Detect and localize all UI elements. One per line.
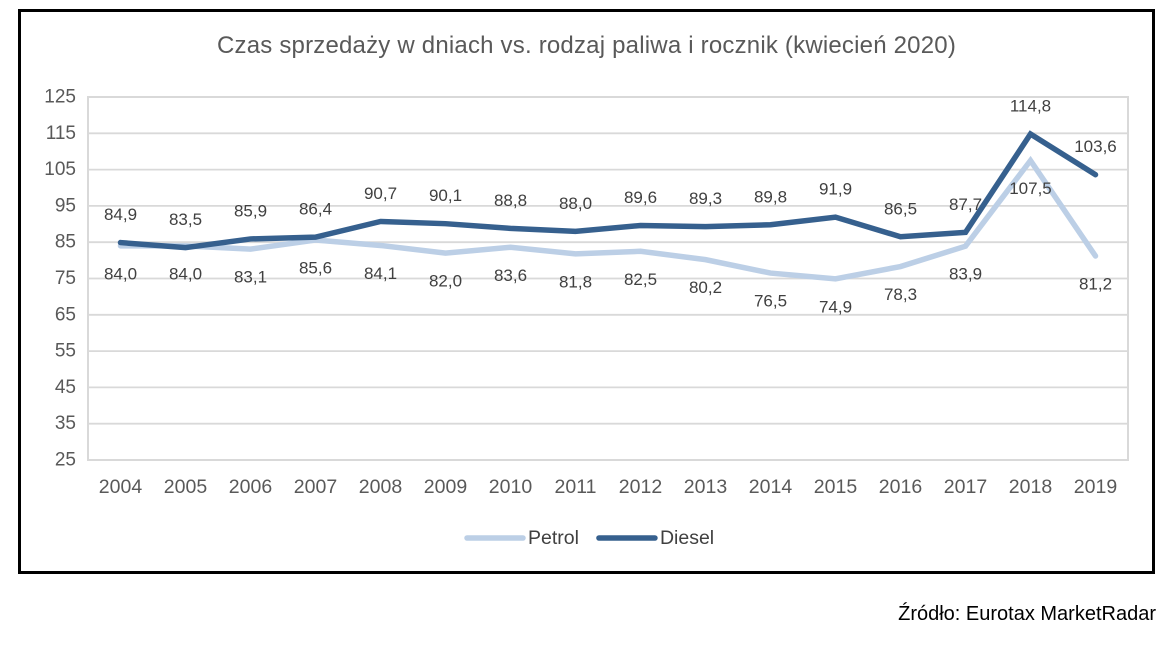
x-tick-label: 2012 [619, 476, 662, 498]
x-tick-label: 2006 [229, 476, 272, 498]
chart-title: Czas sprzedaży w dniach vs. rodzaj paliw… [216, 32, 957, 59]
x-tick-label: 2005 [164, 476, 208, 498]
data-label-diesel-2007: 86,4 [299, 200, 332, 219]
data-label-petrol-2013: 80,2 [689, 278, 722, 297]
data-label-petrol-2004: 84,0 [104, 264, 137, 283]
y-tick-label: 95 [55, 195, 76, 216]
x-tick-label: 2004 [99, 476, 143, 498]
data-label-petrol-2006: 83,1 [234, 268, 267, 287]
data-label-petrol-2016: 78,3 [884, 285, 917, 304]
x-tick-label: 2009 [424, 476, 467, 498]
data-label-diesel-2005: 83,5 [169, 210, 202, 229]
x-tick-label: 2016 [879, 476, 922, 498]
y-tick-label: 35 [55, 413, 76, 434]
series-line-petrol [117, 155, 1099, 282]
data-label-diesel-2004: 84,9 [104, 205, 137, 224]
data-label-petrol-2014: 76,5 [754, 292, 787, 311]
data-label-diesel-2017: 87,7 [949, 195, 982, 214]
data-label-diesel-2015: 91,9 [819, 180, 852, 199]
data-label-petrol-2007: 85,6 [299, 259, 332, 278]
data-label-petrol-2018: 107,5 [1009, 179, 1052, 198]
source-caption: Źródło: Eurotax MarketRadar [898, 603, 1156, 625]
x-tick-label: 2010 [489, 476, 533, 498]
data-label-diesel-2008: 90,7 [364, 184, 397, 203]
data-label-diesel-2018: 114,8 [1010, 97, 1051, 116]
y-tick-label: 75 [55, 268, 76, 289]
x-tick-label: 2019 [1074, 476, 1117, 498]
data-label-diesel-2019: 103,6 [1074, 137, 1117, 156]
y-tick-label: 65 [55, 304, 76, 325]
data-label-diesel-2013: 89,3 [689, 189, 722, 208]
x-tick-label: 2008 [359, 476, 402, 498]
data-label-diesel-2010: 88,8 [494, 191, 527, 210]
x-tick-label: 2017 [944, 476, 987, 498]
data-label-diesel-2016: 86,5 [884, 199, 917, 218]
data-label-diesel-2009: 90,1 [429, 186, 462, 205]
data-label-petrol-2005: 84,0 [169, 264, 202, 283]
legend-label-petrol: Petrol [528, 527, 579, 549]
data-label-petrol-2010: 83,6 [494, 266, 527, 285]
x-tick-label: 2007 [294, 476, 337, 498]
y-tick-label: 45 [55, 377, 76, 398]
data-label-diesel-2006: 85,9 [234, 201, 267, 220]
data-label-diesel-2011: 88,0 [559, 194, 592, 213]
plot-border [87, 96, 1129, 461]
x-tick-label: 2018 [1009, 476, 1052, 498]
y-tick-label: 105 [44, 159, 76, 180]
data-label-petrol-2009: 82,0 [429, 272, 462, 291]
legend-label-diesel: Diesel [660, 527, 714, 549]
y-tick-label: 55 [55, 341, 76, 362]
y-tick-label: 25 [55, 450, 76, 471]
x-tick-label: 2015 [814, 476, 858, 498]
y-tick-label: 125 [44, 87, 76, 108]
data-label-petrol-2015: 74,9 [819, 297, 852, 316]
data-label-petrol-2011: 81,8 [559, 272, 592, 291]
series-line-diesel [117, 130, 1099, 251]
chart-frame: Czas sprzedaży w dniach vs. rodzaj paliw… [18, 9, 1155, 574]
data-label-diesel-2014: 89,8 [754, 187, 787, 206]
x-tick-label: 2014 [749, 476, 793, 498]
data-label-petrol-2008: 84,1 [364, 264, 397, 283]
data-label-petrol-2019: 81,2 [1079, 274, 1112, 293]
y-tick-label: 85 [55, 232, 76, 253]
data-label-diesel-2012: 89,6 [624, 188, 657, 207]
x-tick-label: 2011 [555, 476, 597, 498]
data-label-petrol-2012: 82,5 [624, 270, 657, 289]
y-tick-label: 115 [46, 123, 76, 144]
x-tick-label: 2013 [684, 476, 727, 498]
chart-canvas: 125 115 105 95 85 75 65 55 45 35 25 2004 2005 2006 200… [44, 87, 1129, 549]
data-label-petrol-2017: 83,9 [949, 265, 982, 284]
